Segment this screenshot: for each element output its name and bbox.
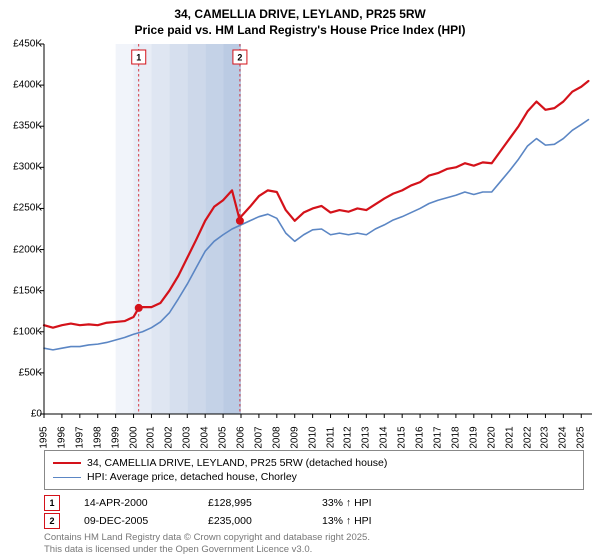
xtick-label: 1995 [39, 426, 50, 448]
xtick-label: 2017 [432, 426, 443, 448]
legend-label-subject: 34, CAMELLIA DRIVE, LEYLAND, PR25 5RW (d… [87, 457, 387, 469]
legend-swatch-subject [53, 462, 81, 464]
xtick-label: 2009 [289, 426, 300, 448]
plot-svg: 12 [44, 44, 592, 414]
xtick-label: 2023 [540, 426, 551, 448]
xtick-label: 1999 [110, 426, 121, 448]
sale-date-2: 09-DEC-2005 [84, 515, 184, 527]
xtick-label: 2018 [450, 426, 461, 448]
xtick-label: 2025 [576, 426, 587, 448]
xtick-label: 2012 [343, 426, 354, 448]
xtick-label: 2010 [307, 426, 318, 448]
ytick-label: £50K [19, 367, 42, 378]
xtick-label: 2001 [146, 426, 157, 448]
xtick-label: 2008 [271, 426, 282, 448]
footer-line-1: Contains HM Land Registry data © Crown c… [44, 532, 370, 544]
ytick-label: £100K [13, 326, 42, 337]
ytick-label: £400K [13, 80, 42, 91]
legend-swatch-hpi [53, 477, 81, 478]
xtick-label: 2005 [218, 426, 229, 448]
svg-text:2: 2 [237, 53, 242, 63]
sale-marker-2-icon: 2 [44, 513, 60, 529]
xtick-label: 2016 [415, 426, 426, 448]
xtick-label: 2011 [325, 427, 336, 449]
xtick-label: 2003 [182, 426, 193, 448]
ytick-label: £150K [13, 285, 42, 296]
xtick-label: 2019 [468, 426, 479, 448]
xtick-label: 2015 [397, 426, 408, 448]
sale-row-2: 2 09-DEC-2005 £235,000 13% ↑ HPI [44, 512, 584, 530]
xtick-label: 2000 [128, 426, 139, 448]
ytick-label: £0 [31, 409, 42, 420]
xtick-label: 1997 [74, 426, 85, 448]
xtick-label: 2013 [361, 426, 372, 448]
xtick-label: 2007 [253, 426, 264, 448]
sale-date-1: 14-APR-2000 [84, 497, 184, 509]
sales-table: 1 14-APR-2000 £128,995 33% ↑ HPI 2 09-DE… [44, 494, 584, 530]
plot-area: 12 [44, 44, 592, 414]
sale-row-1: 1 14-APR-2000 £128,995 33% ↑ HPI [44, 494, 584, 512]
ytick-label: £450K [13, 39, 42, 50]
xtick-label: 2020 [486, 426, 497, 448]
title-line-1: 34, CAMELLIA DRIVE, LEYLAND, PR25 5RW [0, 6, 600, 22]
xtick-label: 1998 [92, 426, 103, 448]
sale-price-2: £235,000 [208, 515, 298, 527]
xtick-label: 1996 [56, 426, 67, 448]
chart-container: 34, CAMELLIA DRIVE, LEYLAND, PR25 5RW Pr… [0, 0, 600, 560]
sale-pct-1: 33% ↑ HPI [322, 497, 402, 509]
xtick-label: 2006 [235, 426, 246, 448]
sale-marker-1-icon: 1 [44, 495, 60, 511]
svg-text:1: 1 [136, 53, 141, 63]
ytick-label: £300K [13, 162, 42, 173]
ytick-label: £250K [13, 203, 42, 214]
xtick-label: 2022 [522, 426, 533, 448]
legend-row-hpi: HPI: Average price, detached house, Chor… [53, 471, 575, 483]
legend-row-subject: 34, CAMELLIA DRIVE, LEYLAND, PR25 5RW (d… [53, 457, 575, 469]
footer: Contains HM Land Registry data © Crown c… [44, 532, 370, 556]
footer-line-2: This data is licensed under the Open Gov… [44, 544, 370, 556]
sale-pct-2: 13% ↑ HPI [322, 515, 402, 527]
xtick-label: 2024 [558, 426, 569, 448]
sale-price-1: £128,995 [208, 497, 298, 509]
xtick-label: 2021 [504, 426, 515, 448]
legend-label-hpi: HPI: Average price, detached house, Chor… [87, 471, 297, 483]
chart-title: 34, CAMELLIA DRIVE, LEYLAND, PR25 5RW Pr… [0, 0, 600, 38]
legend: 34, CAMELLIA DRIVE, LEYLAND, PR25 5RW (d… [44, 450, 584, 490]
xtick-label: 2002 [164, 426, 175, 448]
ytick-label: £200K [13, 244, 42, 255]
title-line-2: Price paid vs. HM Land Registry's House … [0, 22, 600, 38]
xtick-label: 2004 [200, 426, 211, 448]
ytick-label: £350K [13, 121, 42, 132]
xtick-label: 2014 [379, 426, 390, 448]
